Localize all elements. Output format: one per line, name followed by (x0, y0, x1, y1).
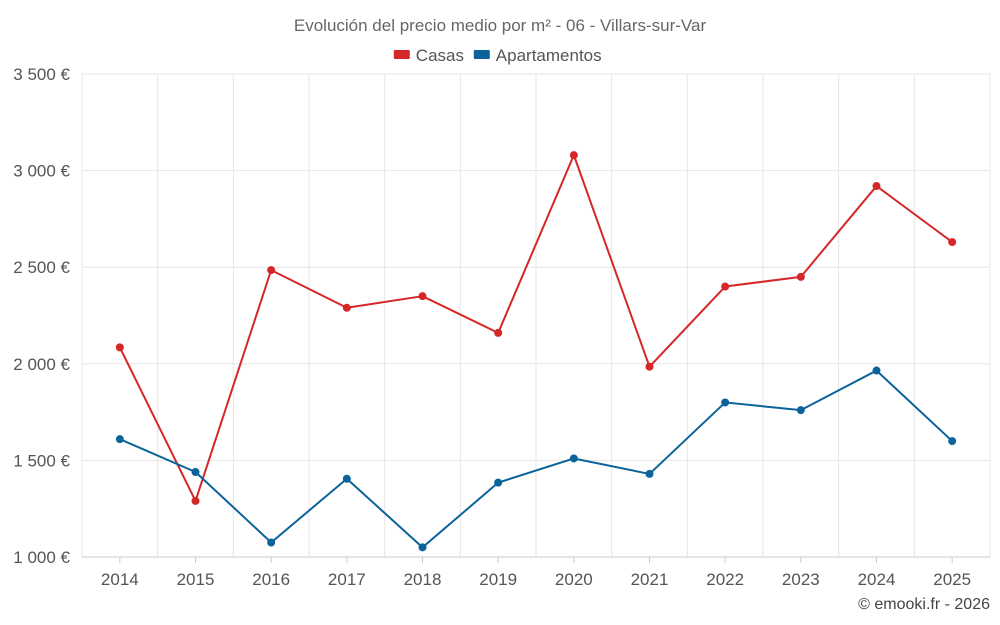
data-point[interactable] (645, 469, 654, 478)
legend-swatch (393, 50, 410, 59)
series-apartamentos (115, 366, 957, 552)
data-point[interactable] (267, 538, 276, 547)
legend-swatch (473, 50, 490, 59)
data-point[interactable] (342, 474, 351, 483)
y-tick-label: 1 000 € (13, 548, 70, 567)
data-point[interactable] (115, 435, 124, 444)
legend-label: Apartamentos (496, 46, 602, 65)
x-tick-label: 2017 (328, 570, 366, 589)
x-tick-label: 2020 (555, 570, 593, 589)
x-tick-label: 2018 (404, 570, 442, 589)
legend-item-casas[interactable]: Casas (393, 46, 464, 65)
y-tick-label: 2 000 € (13, 355, 70, 374)
data-point[interactable] (796, 406, 805, 415)
data-point[interactable] (267, 266, 276, 275)
data-point[interactable] (948, 437, 957, 446)
x-axis: 2014 2015 2016 2017 2018 2019 2020 2021 2022 2023… (101, 557, 971, 589)
data-point[interactable] (191, 467, 200, 476)
y-tick-label: 3 500 € (13, 65, 70, 84)
credit-text: © emooki.fr - 2026 (858, 596, 990, 613)
data-point[interactable] (494, 328, 503, 337)
data-point[interactable] (342, 303, 351, 312)
y-tick-label: 3 000 € (13, 162, 70, 181)
data-point[interactable] (721, 282, 730, 291)
series-group (115, 151, 957, 552)
grid (81, 73, 991, 558)
data-point[interactable] (645, 362, 654, 371)
y-tick-label: 1 500 € (13, 451, 70, 470)
data-point[interactable] (494, 478, 503, 487)
series-line (118, 154, 953, 502)
x-tick-label: 2022 (706, 570, 744, 589)
x-tick-label: 2023 (782, 570, 820, 589)
data-point[interactable] (872, 366, 881, 375)
y-tick-label: 2 500 € (13, 258, 70, 277)
legend: Casas Apartamentos (393, 46, 602, 65)
data-point[interactable] (569, 454, 578, 463)
data-point[interactable] (948, 238, 957, 247)
data-point[interactable] (721, 398, 730, 407)
data-point[interactable] (115, 343, 124, 352)
data-point[interactable] (569, 151, 578, 160)
legend-label: Casas (416, 46, 464, 65)
x-tick-label: 2021 (631, 570, 669, 589)
data-point[interactable] (191, 496, 200, 505)
x-tick-label: 2015 (177, 570, 215, 589)
x-tick-label: 2024 (858, 570, 896, 589)
chart-title: Evolución del precio medio por m² - 06 -… (294, 16, 707, 35)
x-tick-label: 2025 (933, 570, 971, 589)
y-axis: 1 000 € 1 500 € 2 000 € 2 500 € 3 000 € 3 500… (13, 65, 70, 567)
legend-item-apartamentos[interactable]: Apartamentos (473, 46, 602, 65)
data-point[interactable] (796, 272, 805, 281)
series-line (119, 369, 953, 549)
x-tick-label: 2016 (252, 570, 290, 589)
data-point[interactable] (418, 543, 427, 552)
data-point[interactable] (418, 292, 427, 301)
data-point[interactable] (872, 182, 881, 191)
series-casas (115, 151, 957, 505)
x-tick-label: 2014 (101, 570, 139, 589)
x-tick-label: 2019 (479, 570, 517, 589)
